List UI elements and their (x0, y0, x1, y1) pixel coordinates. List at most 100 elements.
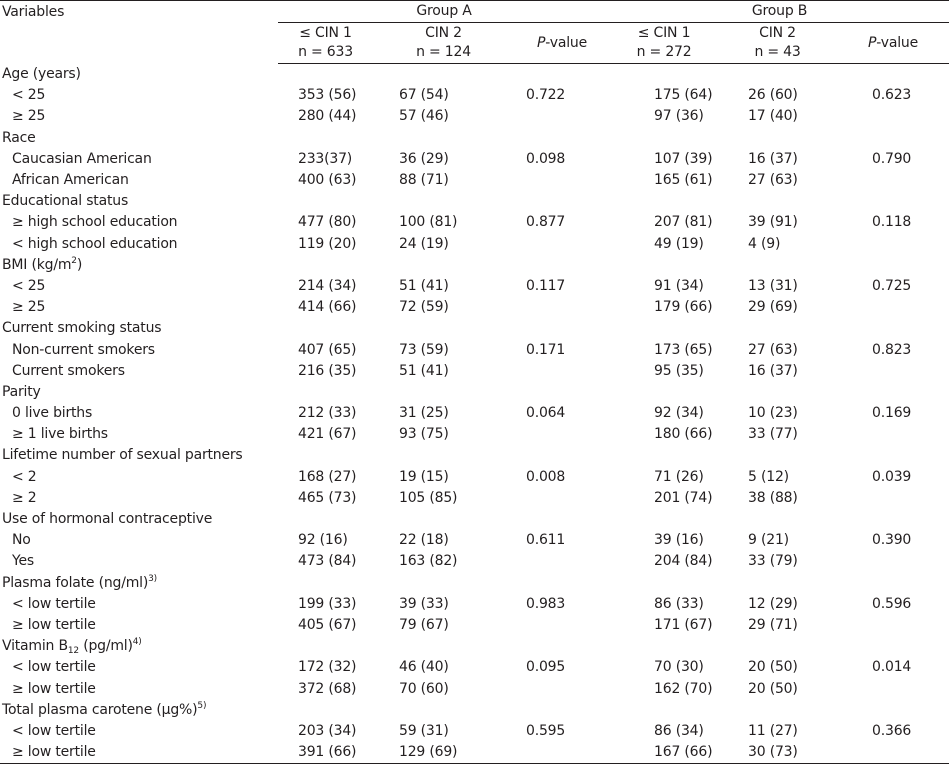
table-row: Current smokers 216 (35) 51 (41) 95 (35) 16 … (0, 361, 949, 382)
group-b-p-value: 0.390 (872, 532, 912, 549)
group-a-cin2-value: 100 (81) (399, 214, 458, 231)
table-row: 0 live births 212 (33) 31 (25) 0.064 92 (34)… (0, 403, 949, 424)
group-a-cin2-value: 93 (75) (399, 426, 449, 443)
group-a-le-cin1-value: 216 (35) (298, 362, 357, 379)
group-b-p-value: 0.790 (872, 150, 912, 167)
table-body: Age (years) < 25 353 (56) 67 (54) 0.722 175 (… (0, 64, 949, 764)
category-label: Race (0, 128, 949, 149)
group-a-le-cin1-value: 119 (20) (298, 235, 357, 252)
table-row: < high school education 119 (20) 24 (19) 49… (0, 234, 949, 255)
group-a-cin2-value: 163 (82) (399, 553, 458, 570)
category-label-superscript: 3) (148, 573, 157, 584)
table-row: < low tertile 172 (32) 46 (40) 0.095 70 (30)… (0, 657, 949, 678)
group-a-cin2-value: 51 (41) (399, 277, 449, 294)
group-a-p-value (514, 488, 610, 509)
table-row: ≥ 25 414 (66) 72 (59) 179 (66) 29 (69) (0, 297, 949, 318)
category-label: BMI (kg/m2) (0, 255, 949, 276)
category-label: Use of hormonal contraceptive (0, 509, 949, 530)
group-b-le-cin1-value: 91 (34) (654, 277, 704, 294)
group-a-p-value: 0.611 (526, 532, 566, 549)
group-b-p-value: 0.725 (872, 277, 912, 294)
group-b-le-cin1-header: ≤ CIN 1 n = 272 (610, 22, 719, 64)
category-label-subscript: 12 (67, 646, 79, 657)
group-a-cin2-value: 24 (19) (399, 235, 449, 252)
group-a-cin2-value: 19 (15) (399, 468, 449, 485)
category-row: Lifetime number of sexual partners (0, 445, 949, 466)
group-a-le-cin1-value: 199 (33) (298, 595, 357, 612)
group-b-p-value (837, 234, 949, 255)
group-a-p-value (514, 234, 610, 255)
level-label: < low tertile (12, 595, 96, 612)
group-a-p-value: 0.095 (526, 659, 566, 676)
level-label: Non-current smokers (12, 341, 155, 358)
group-b-le-cin1-value: 49 (19) (654, 235, 704, 252)
group-a-le-cin1-value: 172 (32) (298, 659, 357, 676)
category-label-text: Plasma folate (ng/ml) (2, 574, 149, 591)
group-a-p-value (514, 742, 611, 764)
category-label-text: BMI (kg/m (2, 256, 72, 273)
category-label-after: ) (76, 256, 83, 273)
group-a-cin2-value: 22 (18) (399, 532, 449, 549)
group-b-p-value (837, 678, 949, 699)
category-label-text: Vitamin B (2, 638, 68, 655)
table-row: < low tertile 203 (34) 59 (31) 0.595 86 (34)… (0, 721, 949, 742)
group-b-cin2-value: 16 (37) (748, 150, 798, 167)
category-label-superscript: 4) (132, 637, 142, 648)
level-label: African American (12, 172, 129, 189)
group-a-cin2-value: 36 (29) (399, 150, 449, 167)
level-label: ≥ low tertile (12, 680, 96, 697)
group-b-le-cin1-value: 86 (33) (654, 595, 704, 612)
table-row: < low tertile 199 (33) 39 (33) 0.983 86 (33)… (0, 594, 949, 615)
group-b-cin2-value: 26 (60) (748, 87, 798, 104)
group-b-le-cin1-value: 70 (30) (654, 659, 704, 676)
group-a-cin2-label: CIN 2 (425, 25, 462, 41)
group-a-le-cin1-value: 92 (16) (298, 532, 348, 549)
group-a-p-value: 0.722 (526, 87, 566, 104)
category-row: Parity (0, 382, 949, 403)
group-b-p-value-header: P-value (837, 22, 949, 64)
group-a-cin2-value: 39 (33) (399, 595, 449, 612)
category-row: Use of hormonal contraceptive (0, 509, 949, 530)
group-b-cin2-value: 39 (91) (748, 214, 798, 231)
group-b-cin2-value: 9 (21) (748, 532, 789, 549)
group-a-p-value: 0.171 (526, 341, 566, 358)
table-row: ≥ 2 465 (73) 105 (85) 201 (74) 38 (88) (0, 488, 949, 509)
category-row: BMI (kg/m2) (0, 255, 949, 276)
group-a-p-value-header: P-value (514, 22, 611, 64)
table-row: Caucasian American 233(37) 36 (29) 0.098 107… (0, 149, 949, 170)
table-row: Yes 473 (84) 163 (82) 204 (84) 33 (79) (0, 551, 949, 572)
group-b-cin2-value: 11 (27) (748, 722, 798, 739)
group-a-le-cin1-value: 212 (33) (298, 405, 357, 422)
group-b-le-cin1-value: 201 (74) (654, 489, 713, 506)
group-a-p-value (514, 361, 610, 382)
level-label: < 2 (12, 468, 37, 485)
group-a-cin2-value: 73 (59) (399, 341, 449, 358)
table-row: ≥ 25 280 (44) 57 (46) 97 (36) 17 (40) (0, 106, 949, 127)
group-b-cin2-value: 27 (63) (748, 172, 798, 189)
group-a-le-cin1-label: ≤ CIN 1 (299, 25, 352, 41)
category-label-text: Lifetime number of sexual partners (2, 447, 243, 464)
group-a-le-cin1-value: 407 (65) (298, 341, 357, 358)
group-b-cin2-value: 16 (37) (748, 362, 798, 379)
group-b-cin2-value: 12 (29) (748, 595, 798, 612)
group-a-le-cin1-value: 233(37) (298, 150, 353, 167)
group-a-p-value (514, 297, 610, 318)
level-label: Current smokers (12, 362, 125, 379)
group-b-cin2-n: n = 43 (754, 44, 801, 60)
category-label: Plasma folate (ng/ml)3) (0, 573, 949, 594)
group-b-p-value: 0.014 (872, 659, 912, 676)
group-a-le-cin1-value: 473 (84) (298, 553, 357, 570)
group-a-cin2-value: 105 (85) (399, 489, 458, 506)
group-a-le-cin1-value: 465 (73) (298, 489, 357, 506)
group-b-le-cin1-value: 204 (84) (654, 553, 713, 570)
group-b-le-cin1-value: 71 (26) (654, 468, 704, 485)
group-b-le-cin1-value: 95 (35) (654, 362, 704, 379)
group-a-le-cin1-value: 372 (68) (298, 680, 357, 697)
group-b-p-value: 0.039 (872, 468, 912, 485)
group-b-p-value (837, 615, 949, 636)
group-b-p-value: 0.596 (872, 595, 912, 612)
level-label: ≥ 25 (12, 108, 46, 125)
level-label: No (12, 532, 31, 549)
category-row: Educational status (0, 191, 949, 212)
